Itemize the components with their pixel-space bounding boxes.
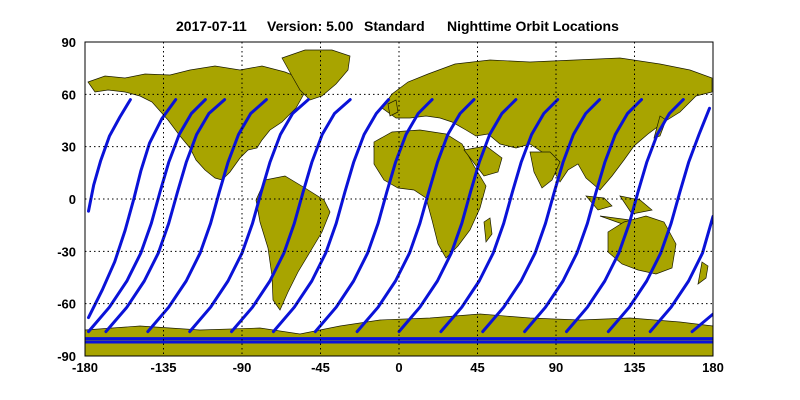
orbit-track-13	[481, 98, 602, 334]
orbit-track-10	[355, 98, 476, 334]
greenland-land	[281, 49, 351, 101]
orbit-track-14	[523, 98, 643, 334]
x-tick-label: 90	[549, 360, 563, 375]
x-tick-labels: -180 -135 -90 -45 0 45 90 135 180	[72, 360, 724, 375]
x-tick-label: 45	[470, 360, 484, 375]
orbit-track-8	[271, 98, 390, 334]
x-tick-label: -180	[72, 360, 98, 375]
x-tick-label: -90	[233, 360, 252, 375]
orbit-track-9	[313, 98, 434, 334]
orbit-tracks	[85, 98, 713, 344]
y-tick-label: 0	[69, 192, 76, 207]
x-tick-label: 135	[624, 360, 646, 375]
south-america-land	[255, 175, 331, 311]
orbit-track-1	[87, 98, 132, 213]
x-tick-label: -45	[311, 360, 330, 375]
orbit-track-4	[104, 98, 227, 334]
title-product: Nighttime Orbit Locations	[447, 18, 619, 34]
africa-land	[373, 129, 487, 259]
madagascar-land	[483, 217, 493, 243]
x-tick-label: -135	[150, 360, 176, 375]
orbit-track-18	[690, 312, 713, 334]
uk-land	[387, 99, 399, 117]
plot-frame	[84, 41, 714, 357]
x-tick-label: 0	[395, 360, 402, 375]
eurasia-land	[381, 57, 713, 191]
orbit-track-6	[188, 98, 310, 334]
orbit-track-5	[146, 98, 268, 334]
orbit-track-15	[565, 98, 685, 334]
y-tick-label: -60	[57, 297, 76, 312]
continents-land	[85, 49, 713, 356]
y-tick-label: 90	[62, 35, 76, 50]
y-tick-labels: 90 60 30 0 -30 -60 -90	[57, 35, 76, 364]
orbit-track-12	[439, 98, 560, 334]
orbit-track-11	[397, 98, 518, 334]
x-tick-label: 180	[702, 360, 724, 375]
orbit-track-3	[87, 98, 207, 334]
orbit-track-17	[648, 214, 713, 334]
north-america-land	[87, 65, 306, 181]
new-zealand-land	[697, 261, 709, 285]
orbit-track-16	[606, 106, 711, 334]
map-area	[85, 49, 713, 356]
title-version: Version: 5.00	[267, 18, 354, 34]
grid-lines	[85, 42, 713, 356]
y-tick-label: 60	[62, 87, 76, 102]
orbit-track-7	[230, 98, 352, 334]
y-tick-label: -90	[57, 349, 76, 364]
y-tick-label: 30	[62, 140, 76, 155]
india-land	[529, 151, 561, 189]
y-tick-label: -30	[57, 244, 76, 259]
title-date: 2017-07-11	[176, 18, 247, 34]
title-mode: Standard	[364, 18, 425, 34]
australia-land	[607, 215, 677, 275]
orbit-track-2	[87, 98, 178, 320]
